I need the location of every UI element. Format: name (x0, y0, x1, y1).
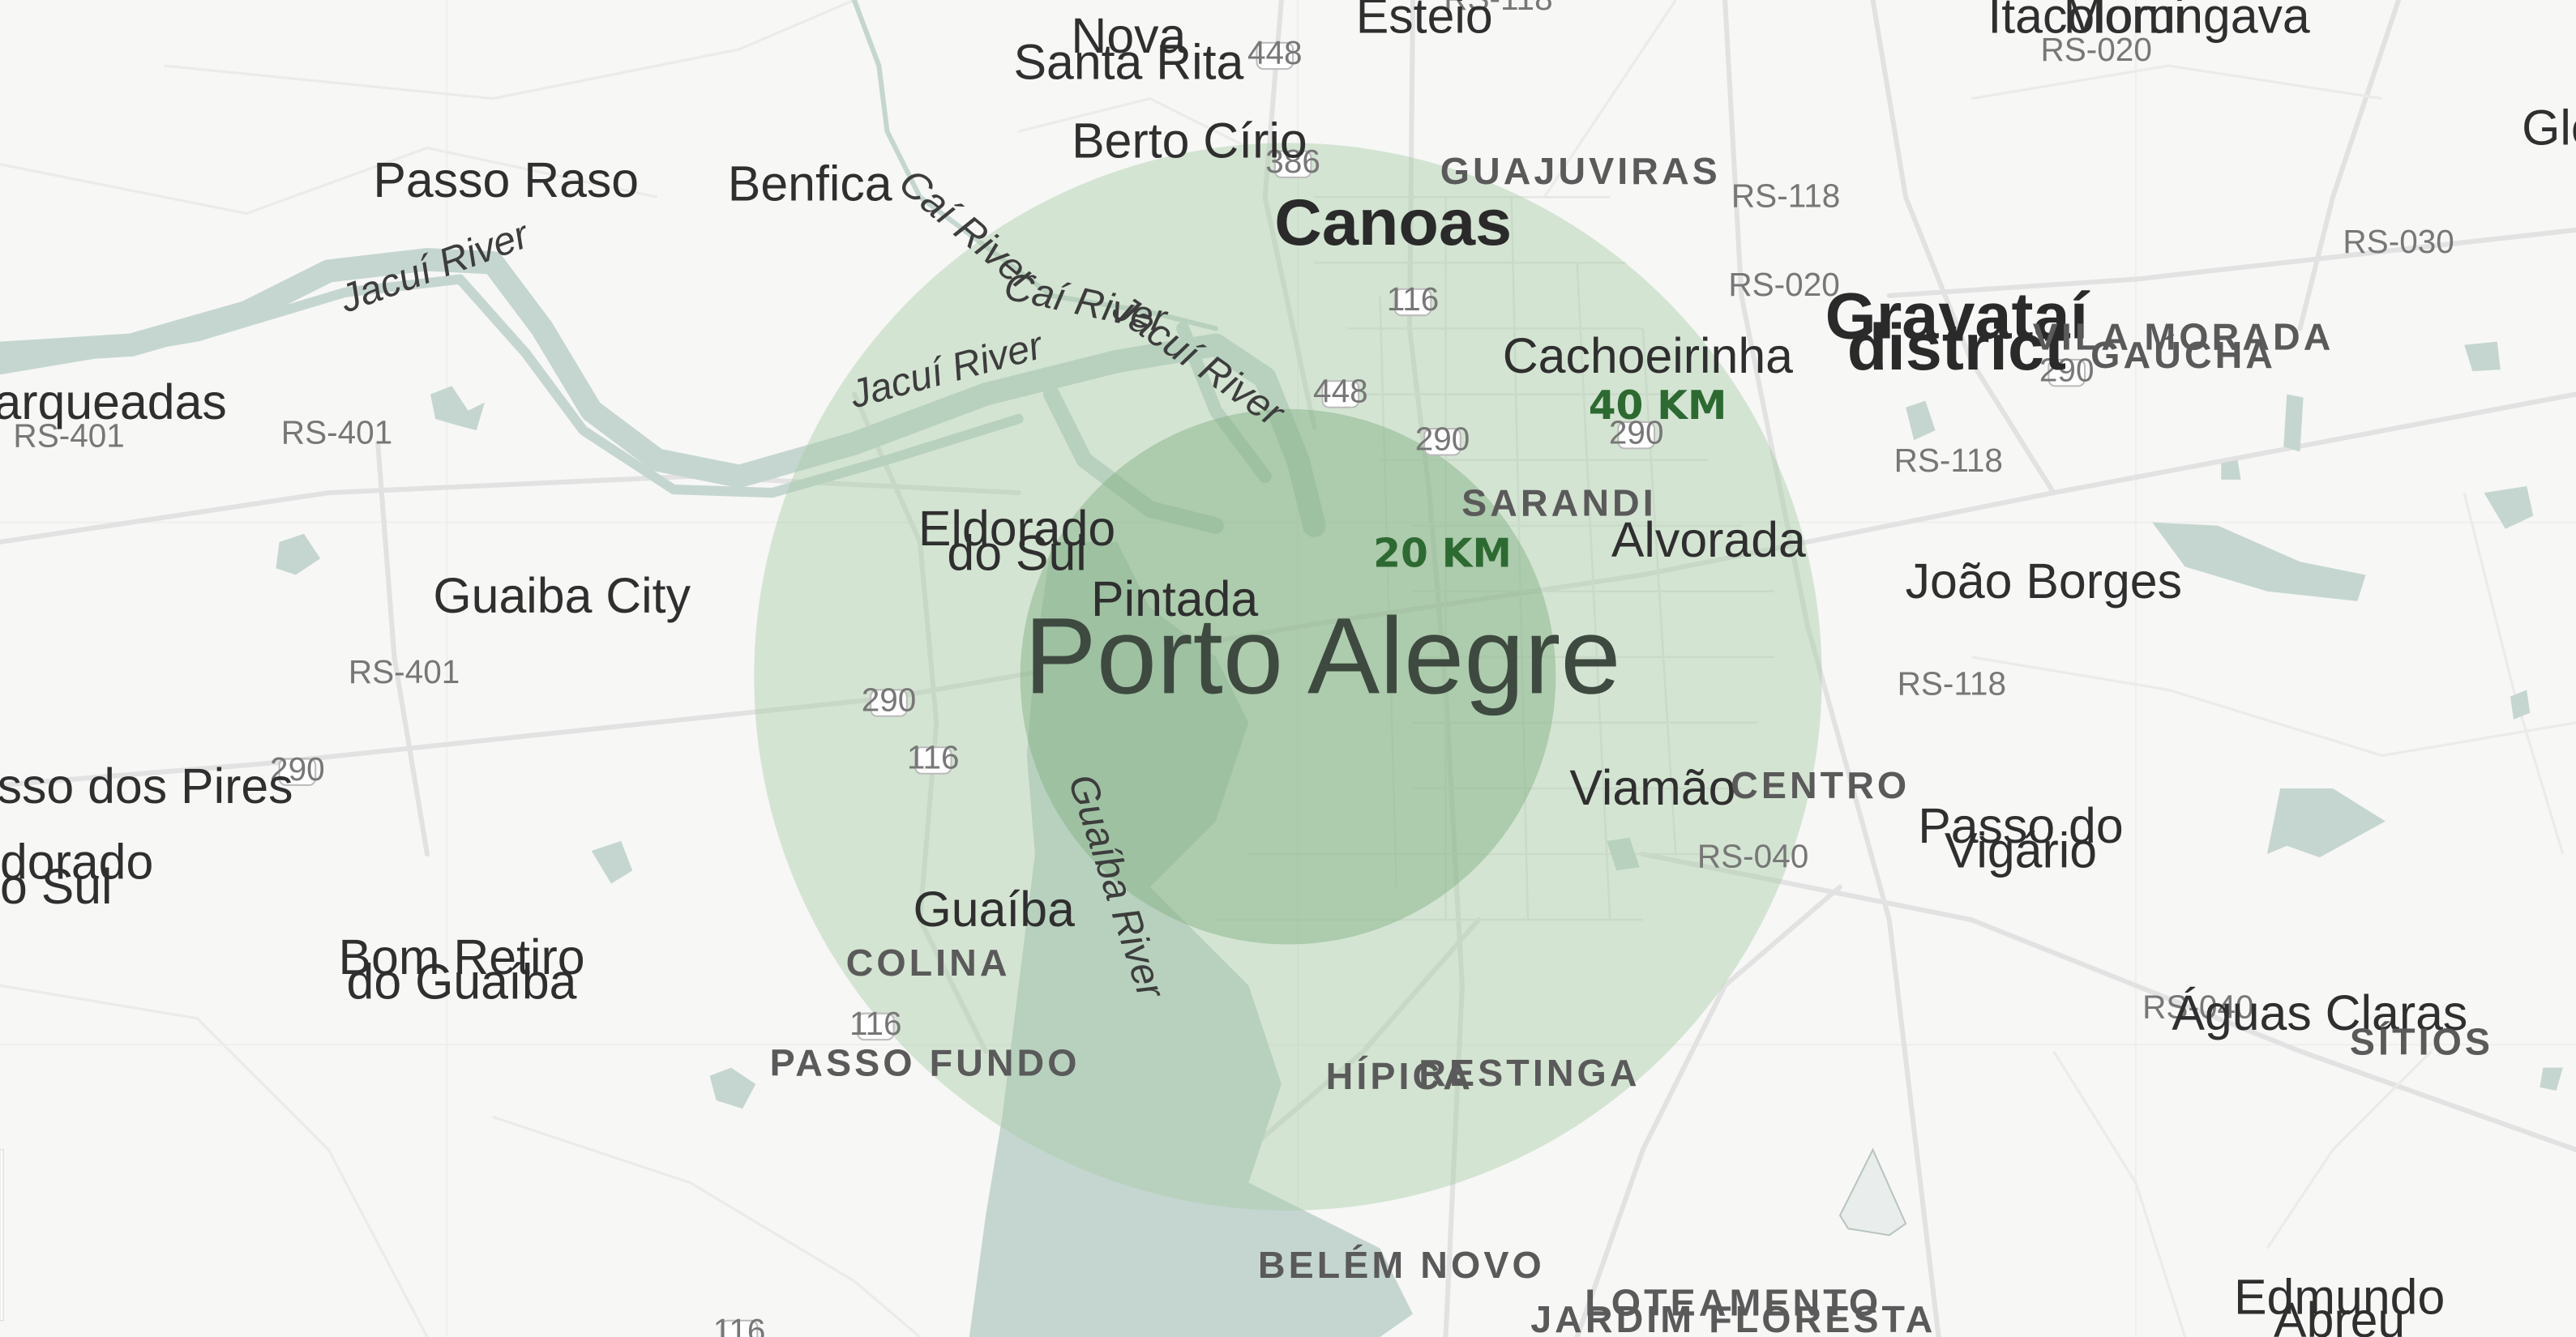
district-label: SARANDI (1461, 481, 1657, 523)
road-label: RS-040 (2142, 989, 2253, 1026)
place-label: Morungava (2064, 0, 2310, 44)
road-shield-290: 290 (1609, 413, 1664, 451)
road-shield-116: 116 (1387, 280, 1440, 318)
district-label: LOTEAMENTO (1585, 1282, 1881, 1324)
district-label: SÍTIOS (2350, 1020, 2493, 1062)
place-label: Benfica (728, 156, 892, 211)
place-label: Itacolomi (1988, 0, 2184, 44)
district-label: RESTINGA (1419, 1052, 1640, 1094)
district-label: GAÚCHA (2090, 334, 2276, 376)
road-label: RS-118 (1444, 0, 1552, 17)
road-label: RS-118 (1898, 664, 2006, 702)
district-label: GUAJUVIRAS (1440, 150, 1721, 192)
radius-20km-circle (1020, 408, 1556, 945)
place-label: Passo do (1918, 798, 2123, 853)
place-label: Passo dos Pires (0, 758, 293, 814)
road-shield-116: 116 (849, 1005, 902, 1042)
district-label: VILA MORADA (2033, 316, 2334, 358)
district-label: PASSO FUNDO (770, 1042, 1080, 1084)
place-label: Santa Rita (1013, 34, 1243, 89)
district-label: COLINA (846, 942, 1011, 984)
radius-40km-label: 40 KM (1589, 383, 1727, 429)
place-label: Guaíba (913, 882, 1075, 937)
road-label: RS-020 (2040, 31, 2151, 68)
road-shields: 448 386 116 448 290 290 290 290 290 116 … (270, 34, 2094, 1337)
place-label: Passo Raso (373, 152, 639, 207)
place-label: Alvorada (1611, 512, 1806, 567)
radius-20km-label: 20 KM (1373, 531, 1512, 576)
road-label: RS-030 (2343, 223, 2454, 260)
place-label: Eldorado (918, 501, 1115, 556)
river-system (0, 0, 1326, 537)
place-label: Águas Claras (2172, 985, 2467, 1040)
road-shield-290: 290 (862, 681, 917, 719)
road-label: RS-118 (1894, 442, 2003, 479)
place-label: Canoas (1274, 186, 1512, 259)
map-control-edge[interactable] (0, 1149, 4, 1322)
road-shield-448: 448 (1313, 373, 1368, 410)
place-label: Charqueadas (0, 374, 227, 429)
road-shield-386: 386 (1265, 143, 1320, 180)
road-shield-290: 290 (2039, 351, 2095, 388)
district-label: JARDIM FLORESTA (1530, 1298, 1936, 1337)
road-shield-448: 448 (1247, 34, 1303, 71)
place-label: Vigário (1945, 822, 2097, 878)
place-label: Pintada (1091, 571, 1258, 626)
center-city-label: Porto Alegre (1024, 596, 1620, 716)
district-label: HÍPICA (1326, 1055, 1474, 1097)
place-label: o Sul (0, 859, 113, 914)
place-label: Edmundo (2234, 1270, 2445, 1325)
road-label: RS-401 (349, 653, 460, 690)
road-label: RS-118 (1731, 177, 1840, 214)
place-label: Guaiba City (433, 568, 691, 623)
road-shield-290: 290 (1415, 420, 1470, 457)
place-label: Nova (1071, 8, 1186, 63)
radius-40km-circle (754, 143, 1822, 1211)
road-shield-290: 290 (270, 750, 325, 788)
place-label: Berto Círio (1072, 113, 1307, 169)
place-label: Abreu (2274, 1292, 2405, 1337)
urban-streets (1215, 196, 1774, 921)
lakes (276, 341, 2563, 1237)
road-label: RS-401 (13, 416, 124, 454)
road-label: RS-040 (1697, 837, 1808, 874)
place-label: Glori (2522, 100, 2576, 155)
place-label: João Borges (1906, 553, 2182, 609)
road-shield-116: 116 (907, 739, 960, 776)
place-label: do Sul (947, 525, 1086, 580)
place-label: do Guaíba (347, 954, 577, 1009)
place-label: Cachoeirinha (1503, 328, 1793, 383)
place-label: dorado (0, 834, 153, 889)
district-label: CENTRO (1731, 764, 1910, 806)
place-label: Viamão (1569, 760, 1735, 815)
guaiba-lake (969, 541, 1414, 1337)
place-label: Bom Retiro (338, 929, 584, 985)
place-label: district (1847, 311, 2066, 384)
road-shield-116: 116 (713, 1312, 766, 1337)
state-highway-labels: RS-118 RS-020 RS-118 RS-020 RS-030 RS-11… (13, 0, 2454, 1026)
road-label: RS-020 (1728, 266, 1839, 303)
place-label: Esteio (1356, 0, 1493, 44)
place-label: Gravataí (1825, 280, 2090, 353)
district-label: BELÉM NOVO (1258, 1244, 1545, 1286)
road-label: RS-401 (281, 413, 392, 451)
